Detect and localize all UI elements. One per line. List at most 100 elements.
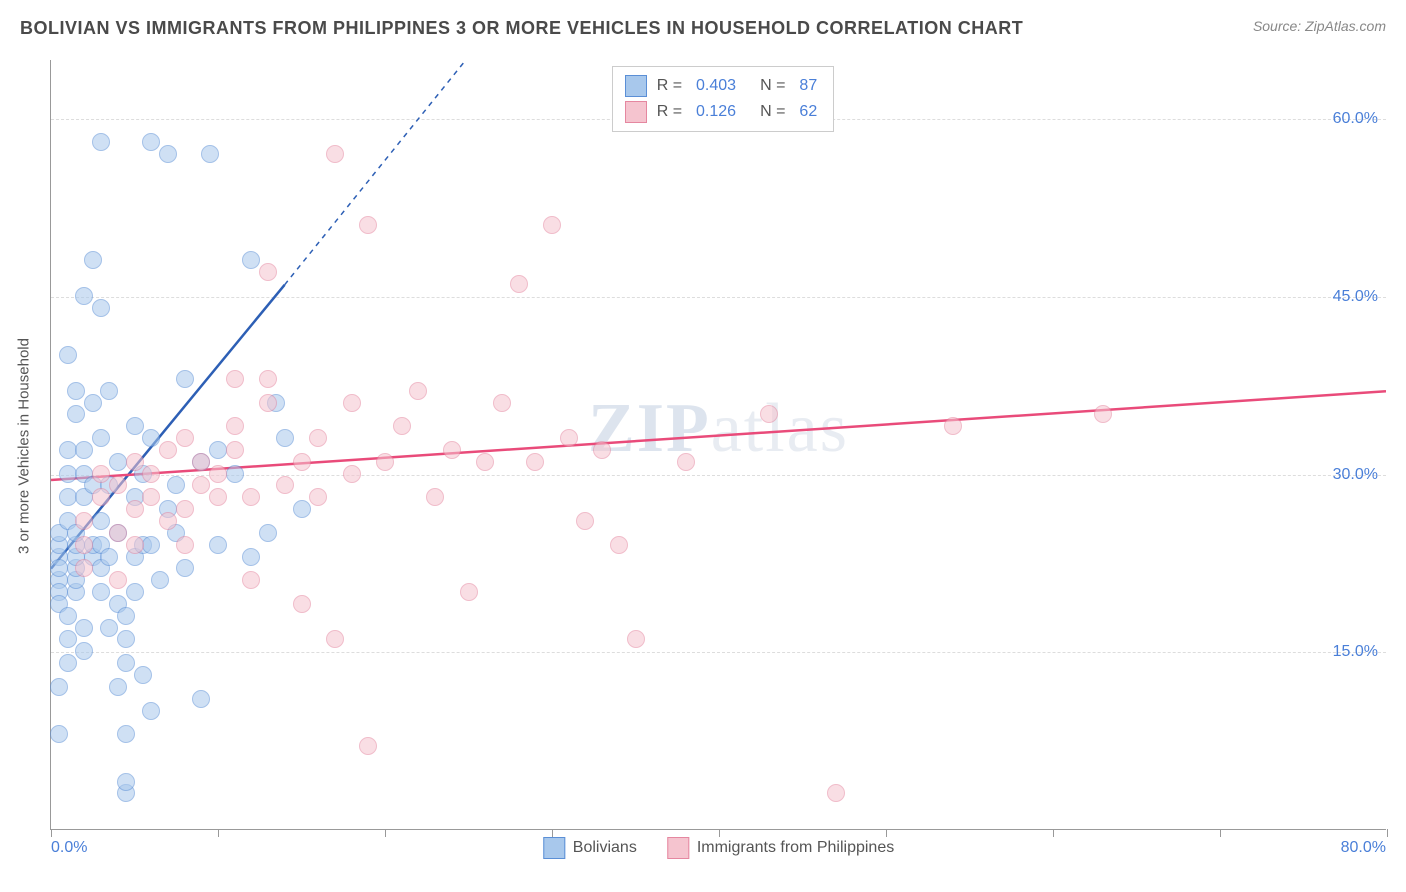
scatter-point [426, 488, 444, 506]
scatter-point [409, 382, 427, 400]
scatter-point [593, 441, 611, 459]
scatter-point [226, 370, 244, 388]
scatter-point [827, 784, 845, 802]
n-value: 87 [799, 77, 817, 95]
scatter-point [560, 429, 578, 447]
gridline [51, 652, 1386, 653]
series-legend-item: Immigrants from Philippines [667, 837, 894, 859]
scatter-point [259, 263, 277, 281]
series-name: Bolivians [573, 839, 637, 857]
x-tick [552, 829, 553, 837]
scatter-point [242, 251, 260, 269]
scatter-point [192, 690, 210, 708]
scatter-point [84, 251, 102, 269]
legend-row: R =0.126N =62 [625, 99, 822, 125]
scatter-point [50, 559, 68, 577]
scatter-point [944, 417, 962, 435]
scatter-point [610, 536, 628, 554]
scatter-point [92, 488, 110, 506]
scatter-point [75, 642, 93, 660]
scatter-point [109, 524, 127, 542]
scatter-point [443, 441, 461, 459]
scatter-point [59, 630, 77, 648]
scatter-point [117, 773, 135, 791]
scatter-point [343, 394, 361, 412]
x-tick [719, 829, 720, 837]
scatter-point [159, 145, 177, 163]
scatter-point [276, 476, 294, 494]
scatter-point [259, 394, 277, 412]
scatter-point [627, 630, 645, 648]
scatter-point [259, 524, 277, 542]
scatter-point [326, 145, 344, 163]
scatter-point [242, 548, 260, 566]
scatter-point [134, 666, 152, 684]
scatter-point [242, 571, 260, 589]
x-tick [51, 829, 52, 837]
scatter-point [209, 465, 227, 483]
scatter-point [293, 500, 311, 518]
scatter-point [75, 536, 93, 554]
scatter-point [92, 133, 110, 151]
legend-row: R =0.403N =87 [625, 73, 822, 99]
scatter-point [117, 630, 135, 648]
series-legend-item: Bolivians [543, 837, 637, 859]
scatter-point [293, 453, 311, 471]
x-tick [886, 829, 887, 837]
scatter-point [109, 571, 127, 589]
scatter-point [209, 488, 227, 506]
scatter-point [75, 559, 93, 577]
scatter-point [142, 133, 160, 151]
series-name: Immigrants from Philippines [697, 839, 894, 857]
scatter-point [159, 441, 177, 459]
scatter-point [75, 512, 93, 530]
scatter-point [359, 737, 377, 755]
scatter-point [59, 488, 77, 506]
stats-legend: R =0.403N =87R =0.126N =62 [612, 66, 835, 132]
scatter-point [109, 453, 127, 471]
scatter-point [309, 429, 327, 447]
scatter-point [100, 548, 118, 566]
scatter-point [100, 382, 118, 400]
gridline [51, 475, 1386, 476]
scatter-point [209, 536, 227, 554]
scatter-point [75, 441, 93, 459]
legend-swatch [625, 75, 647, 97]
scatter-point [126, 417, 144, 435]
scatter-point [92, 512, 110, 530]
scatter-point [359, 216, 377, 234]
scatter-point [493, 394, 511, 412]
scatter-point [176, 429, 194, 447]
scatter-point [226, 465, 244, 483]
scatter-point [677, 453, 695, 471]
scatter-point [176, 500, 194, 518]
x-axis-min-label: 0.0% [51, 839, 87, 857]
scatter-point [126, 500, 144, 518]
scatter-point [59, 346, 77, 364]
scatter-point [192, 453, 210, 471]
scatter-point [293, 595, 311, 613]
scatter-point [176, 370, 194, 388]
legend-swatch [543, 837, 565, 859]
y-axis-title: 3 or more Vehicles in Household [16, 338, 33, 554]
legend-swatch [667, 837, 689, 859]
scatter-point [142, 429, 160, 447]
x-tick [1053, 829, 1054, 837]
scatter-point [309, 488, 327, 506]
scatter-point [59, 465, 77, 483]
y-tick-label: 15.0% [1333, 643, 1378, 661]
scatter-point [59, 441, 77, 459]
scatter-chart: ZIPatlas 15.0%30.0%45.0%60.0% R =0.403N … [50, 60, 1386, 830]
scatter-point [326, 630, 344, 648]
scatter-point [59, 607, 77, 625]
n-label: N = [760, 103, 785, 121]
scatter-point [201, 145, 219, 163]
scatter-point [393, 417, 411, 435]
r-label: R = [657, 103, 682, 121]
scatter-point [142, 488, 160, 506]
scatter-point [159, 512, 177, 530]
scatter-point [226, 441, 244, 459]
scatter-point [167, 476, 185, 494]
r-value: 0.403 [696, 77, 736, 95]
gridline [51, 297, 1386, 298]
